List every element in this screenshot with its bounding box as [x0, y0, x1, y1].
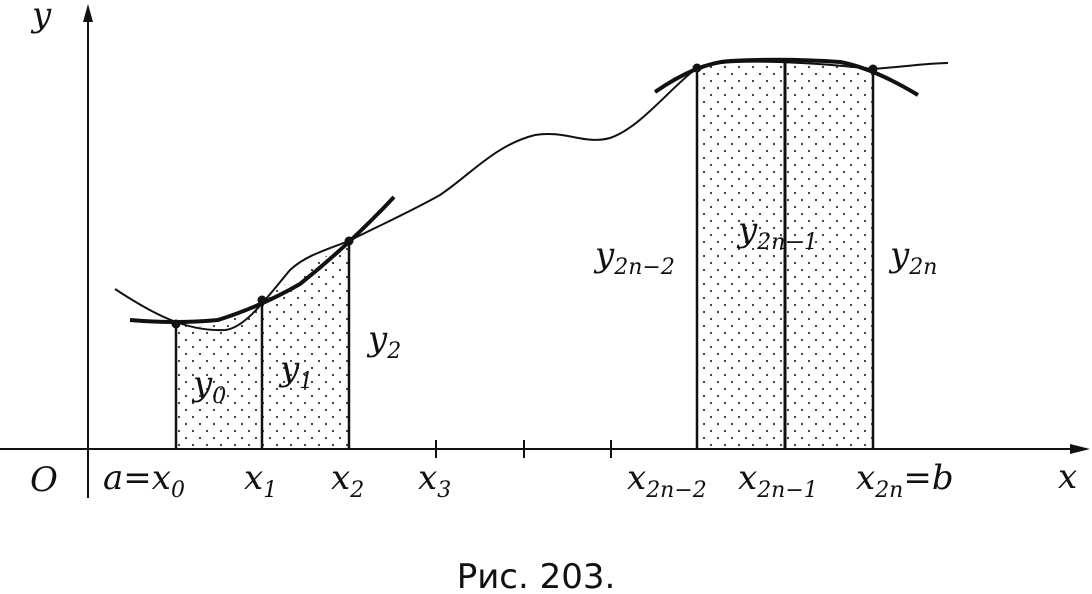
- x-label-0: a=x0: [103, 458, 185, 503]
- y-axis-label: y: [30, 0, 52, 35]
- node-point-2n: [868, 64, 878, 74]
- node-point-0: [171, 319, 181, 329]
- ordinate-label-2n-2: y2n−2: [593, 235, 675, 280]
- x-axis-arrow: [1070, 444, 1090, 454]
- x-axis-label: x: [1058, 457, 1077, 497]
- ordinate-label-1: y1: [278, 349, 313, 394]
- y-axis-arrow: [83, 4, 93, 22]
- x-label-1: x1: [244, 458, 277, 503]
- ordinate-label-2n-1: y2n−1: [736, 210, 818, 255]
- node-point-2n-2: [692, 63, 702, 73]
- ordinate-label-2: y2: [366, 319, 401, 364]
- x-label-3: x3: [418, 458, 451, 503]
- ordinate-label-0: y0: [191, 364, 226, 409]
- x-label-2n-2: x2n−2: [627, 458, 707, 503]
- node-point-2: [344, 236, 354, 246]
- x-label-2n: x2n=b: [856, 458, 954, 503]
- node-point-1: [257, 295, 267, 305]
- x-label-2n-1: x2n−1: [738, 458, 818, 503]
- x-label-2: x2: [331, 458, 364, 503]
- ordinate-label-2n: y2n: [888, 235, 937, 280]
- figure-caption: Рис. 203.: [457, 557, 616, 594]
- origin-label: O: [30, 460, 58, 500]
